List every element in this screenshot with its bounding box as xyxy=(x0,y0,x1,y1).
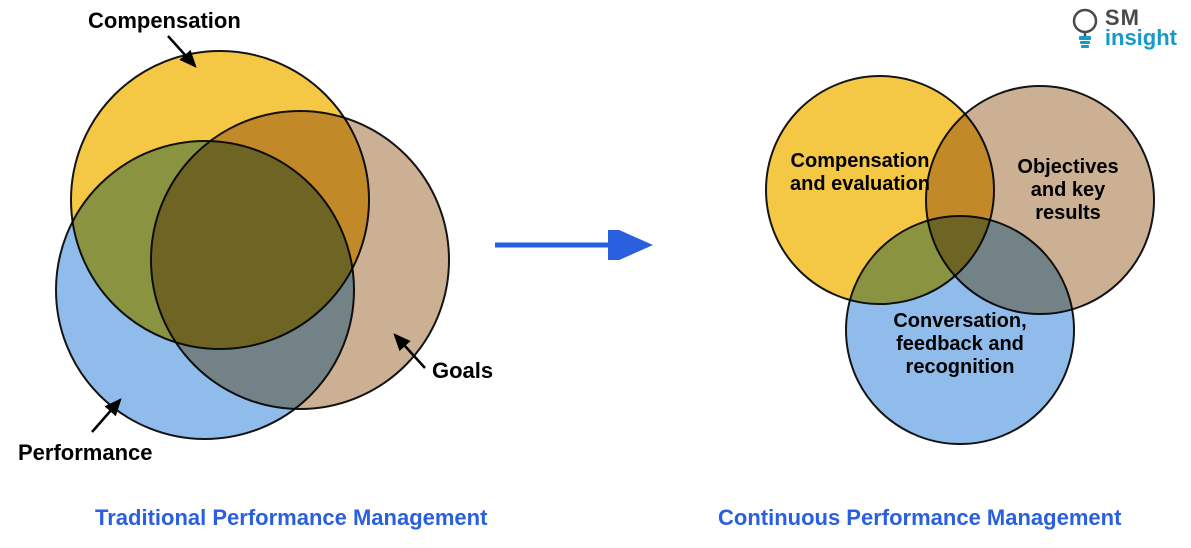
logo-bottom-text: insight xyxy=(1105,28,1177,48)
sm-insight-logo: SM insight xyxy=(1067,6,1177,50)
caption-traditional: Traditional Performance Management xyxy=(95,505,487,531)
lightbulb-icon xyxy=(1067,6,1103,50)
right-label-okr: Objectives and key results xyxy=(970,156,1166,225)
leader-performance xyxy=(82,390,130,442)
label-performance: Performance xyxy=(18,440,153,465)
label-goals: Goals xyxy=(432,358,493,383)
transition-arrow xyxy=(495,230,660,260)
leader-goals xyxy=(385,325,435,378)
diagram-stage: SM insight Compensation Performance Goal… xyxy=(0,0,1191,548)
right-label-comp-eval: Compensation and evaluation xyxy=(762,150,958,196)
caption-continuous: Continuous Performance Management xyxy=(718,505,1121,531)
right-label-cfr: Conversation, feedback and recognition xyxy=(862,310,1058,379)
leader-compensation xyxy=(158,26,205,76)
